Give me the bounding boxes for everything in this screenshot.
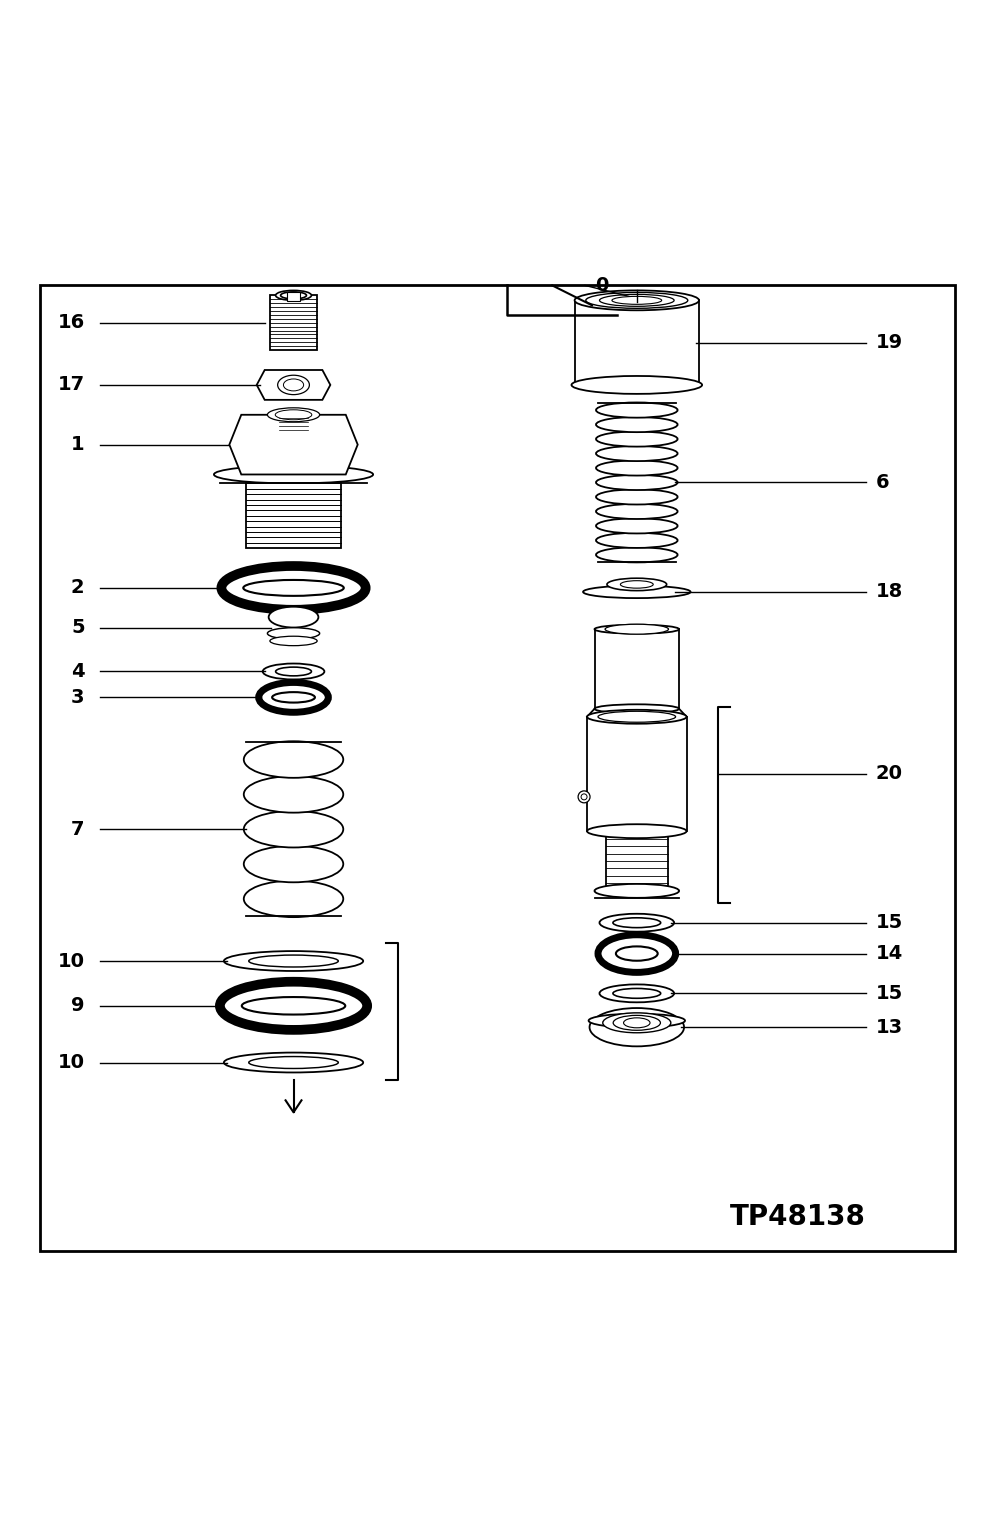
Ellipse shape — [268, 607, 318, 628]
Ellipse shape — [612, 989, 660, 998]
Ellipse shape — [244, 880, 343, 917]
Text: 15: 15 — [875, 985, 902, 1003]
Ellipse shape — [275, 410, 311, 419]
FancyBboxPatch shape — [594, 630, 678, 708]
Ellipse shape — [258, 682, 328, 713]
Ellipse shape — [224, 951, 363, 971]
Ellipse shape — [612, 1015, 660, 1031]
Text: 13: 13 — [875, 1018, 902, 1037]
Ellipse shape — [595, 533, 677, 548]
Ellipse shape — [611, 296, 661, 304]
Ellipse shape — [267, 409, 319, 422]
Ellipse shape — [595, 475, 677, 490]
Ellipse shape — [248, 955, 338, 968]
Ellipse shape — [220, 982, 367, 1029]
Ellipse shape — [623, 1018, 649, 1028]
Ellipse shape — [244, 846, 343, 882]
Text: 5: 5 — [71, 617, 84, 637]
Ellipse shape — [269, 636, 317, 645]
Ellipse shape — [595, 547, 677, 562]
Circle shape — [578, 791, 589, 803]
Text: 1: 1 — [71, 435, 84, 455]
Text: 6: 6 — [875, 473, 889, 492]
Ellipse shape — [280, 292, 306, 300]
Ellipse shape — [244, 811, 343, 848]
Ellipse shape — [595, 518, 677, 533]
Ellipse shape — [594, 625, 678, 634]
Ellipse shape — [275, 290, 311, 301]
Ellipse shape — [595, 461, 677, 476]
Ellipse shape — [283, 379, 303, 390]
Text: TP48138: TP48138 — [729, 1203, 865, 1230]
Text: 10: 10 — [58, 951, 84, 971]
Ellipse shape — [595, 416, 677, 432]
Text: 20: 20 — [875, 765, 902, 783]
FancyBboxPatch shape — [286, 292, 300, 301]
Ellipse shape — [612, 919, 660, 928]
Text: 18: 18 — [875, 582, 902, 602]
Circle shape — [580, 794, 586, 800]
Polygon shape — [256, 370, 330, 399]
Ellipse shape — [585, 292, 687, 309]
Ellipse shape — [214, 465, 373, 484]
Ellipse shape — [262, 664, 324, 679]
Ellipse shape — [598, 985, 674, 1003]
Ellipse shape — [597, 935, 675, 972]
FancyBboxPatch shape — [586, 717, 686, 831]
Ellipse shape — [244, 581, 344, 596]
FancyBboxPatch shape — [605, 831, 667, 891]
Ellipse shape — [244, 742, 343, 777]
FancyBboxPatch shape — [575, 301, 698, 386]
Ellipse shape — [598, 295, 674, 306]
Text: 0: 0 — [594, 276, 607, 295]
Ellipse shape — [221, 565, 366, 610]
Ellipse shape — [595, 490, 677, 504]
Text: 19: 19 — [875, 333, 902, 352]
Polygon shape — [229, 415, 358, 475]
Ellipse shape — [606, 578, 666, 591]
Ellipse shape — [615, 946, 657, 960]
Ellipse shape — [275, 667, 311, 676]
Text: 9: 9 — [71, 997, 84, 1015]
Ellipse shape — [586, 825, 686, 839]
FancyBboxPatch shape — [269, 295, 317, 350]
Ellipse shape — [267, 628, 319, 639]
Text: 3: 3 — [71, 688, 84, 707]
Ellipse shape — [595, 504, 677, 519]
Ellipse shape — [588, 1014, 684, 1028]
Ellipse shape — [571, 376, 702, 393]
Text: 10: 10 — [58, 1054, 84, 1072]
Ellipse shape — [595, 445, 677, 461]
Ellipse shape — [244, 776, 343, 813]
Ellipse shape — [575, 290, 699, 310]
Text: 4: 4 — [71, 662, 84, 680]
Ellipse shape — [597, 711, 675, 722]
Ellipse shape — [594, 883, 678, 899]
Text: 15: 15 — [875, 914, 902, 932]
Ellipse shape — [271, 693, 314, 702]
Ellipse shape — [598, 914, 674, 932]
Text: 14: 14 — [875, 945, 902, 963]
Ellipse shape — [582, 585, 690, 598]
Ellipse shape — [620, 581, 653, 588]
Ellipse shape — [588, 1008, 684, 1046]
Ellipse shape — [602, 1012, 670, 1032]
Ellipse shape — [594, 705, 678, 713]
Text: 2: 2 — [71, 579, 84, 598]
Ellipse shape — [595, 432, 677, 447]
Ellipse shape — [604, 624, 668, 634]
Text: 16: 16 — [58, 313, 84, 332]
FancyBboxPatch shape — [247, 484, 340, 548]
Text: 17: 17 — [58, 375, 84, 395]
Ellipse shape — [586, 710, 686, 723]
Ellipse shape — [248, 1057, 338, 1069]
Ellipse shape — [224, 1052, 363, 1072]
Text: 7: 7 — [71, 820, 84, 839]
Ellipse shape — [277, 375, 309, 395]
Ellipse shape — [242, 997, 345, 1015]
Ellipse shape — [595, 402, 677, 418]
